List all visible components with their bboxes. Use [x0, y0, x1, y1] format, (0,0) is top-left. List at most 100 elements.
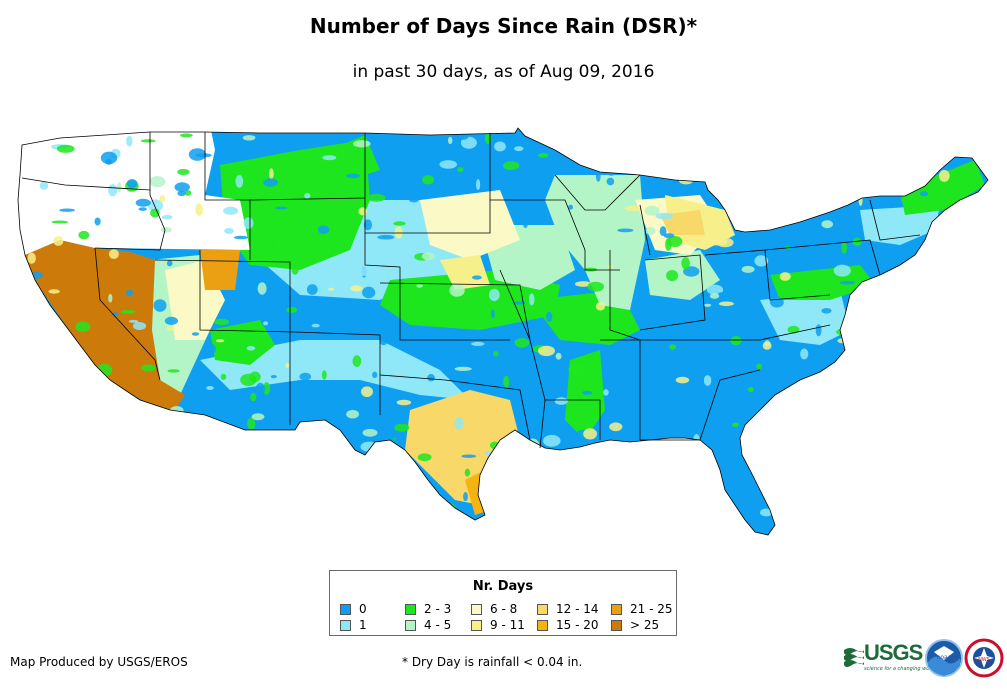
speckle: [258, 445, 265, 453]
speckle: [750, 444, 767, 456]
speckle: [38, 424, 49, 429]
speckle: [136, 412, 154, 425]
speckle: [286, 306, 298, 313]
speckle: [311, 428, 328, 441]
speckle: [489, 288, 500, 302]
speckle: [841, 242, 847, 254]
speckle: [747, 211, 757, 222]
speckle: [732, 399, 743, 405]
speckle: [856, 295, 861, 307]
speckle: [284, 512, 291, 525]
speckle: [61, 398, 80, 405]
speckle: [932, 257, 943, 266]
speckle: [56, 144, 75, 153]
speckle: [140, 139, 156, 143]
speckle: [538, 153, 549, 158]
speckle: [394, 423, 410, 432]
speckle: [90, 517, 95, 524]
map-subtitle: in past 30 days, as of Aug 09, 2016: [352, 62, 655, 82]
speckle: [449, 284, 465, 297]
speckle: [126, 135, 133, 147]
speckle: [270, 375, 277, 379]
speckle: [839, 280, 856, 285]
speckle: [669, 492, 677, 503]
border-ne-ks: [379, 282, 531, 341]
speckle: [788, 495, 796, 508]
speckle: [390, 482, 404, 495]
border-mt-id: [204, 132, 251, 260]
speckle: [461, 454, 477, 458]
speckle: [920, 223, 936, 229]
speckle: [925, 378, 931, 382]
speckle: [843, 317, 859, 326]
speckle: [210, 344, 216, 354]
speckle: [543, 434, 561, 447]
speckle: [821, 308, 832, 314]
legend-swatch: [611, 604, 622, 615]
border-ca-nv: [94, 247, 161, 381]
speckle: [865, 413, 871, 420]
speckle: [356, 494, 361, 498]
speckle: [478, 308, 483, 314]
speckle: [168, 473, 175, 483]
speckle: [268, 168, 274, 180]
legend-item: 6 - 8: [471, 602, 517, 616]
speckle: [756, 363, 762, 370]
speckle: [609, 422, 623, 432]
speckle: [854, 356, 867, 360]
speckle: [218, 430, 232, 439]
speckle: [184, 190, 192, 196]
legend-item: 9 - 11: [471, 618, 525, 632]
speckle: [158, 426, 168, 430]
speckle: [898, 506, 912, 512]
speckle: [42, 338, 58, 351]
speckle: [454, 417, 464, 430]
legend-label: 2 - 3: [424, 602, 452, 616]
speckle: [754, 255, 769, 267]
speckle: [94, 217, 101, 226]
speckle: [476, 179, 481, 191]
speckle: [379, 337, 388, 346]
speckle: [862, 300, 868, 305]
speckle: [70, 429, 79, 434]
speckle: [93, 393, 112, 400]
speckle: [363, 219, 372, 231]
speckle: [893, 384, 912, 389]
speckle: [776, 406, 785, 416]
speckle: [595, 170, 601, 182]
speckle: [522, 216, 529, 229]
legend-item: 15 - 20: [537, 618, 599, 632]
speckle: [265, 435, 273, 445]
speckle: [28, 427, 46, 435]
speckle: [587, 281, 604, 292]
border-vt-nh-ma: [869, 199, 921, 241]
legend-title: Nr. Days: [472, 579, 534, 594]
speckle: [699, 494, 710, 499]
speckle: [172, 425, 179, 431]
speckle: [283, 507, 294, 512]
speckle: [716, 171, 732, 183]
speckle: [82, 419, 93, 429]
speckle: [141, 364, 157, 372]
speckle: [862, 394, 877, 407]
speckle: [484, 451, 492, 456]
speckle: [196, 465, 211, 470]
border-lake-michigan: [639, 204, 651, 256]
speckle: [502, 161, 520, 171]
speckle: [138, 207, 147, 211]
legend-item: 21 - 25: [611, 602, 673, 616]
speckle: [509, 452, 516, 466]
speckle: [245, 457, 252, 461]
speckle: [624, 205, 643, 212]
border-ar-ms: [545, 399, 601, 440]
speckle: [750, 318, 763, 323]
speckle: [48, 289, 60, 294]
region-2-3-days-maine: [900, 160, 985, 215]
speckle: [247, 417, 256, 430]
speckle: [421, 252, 435, 261]
speckle: [866, 314, 874, 324]
speckle: [907, 141, 923, 155]
speckle: [361, 386, 373, 398]
speckle: [568, 363, 585, 376]
